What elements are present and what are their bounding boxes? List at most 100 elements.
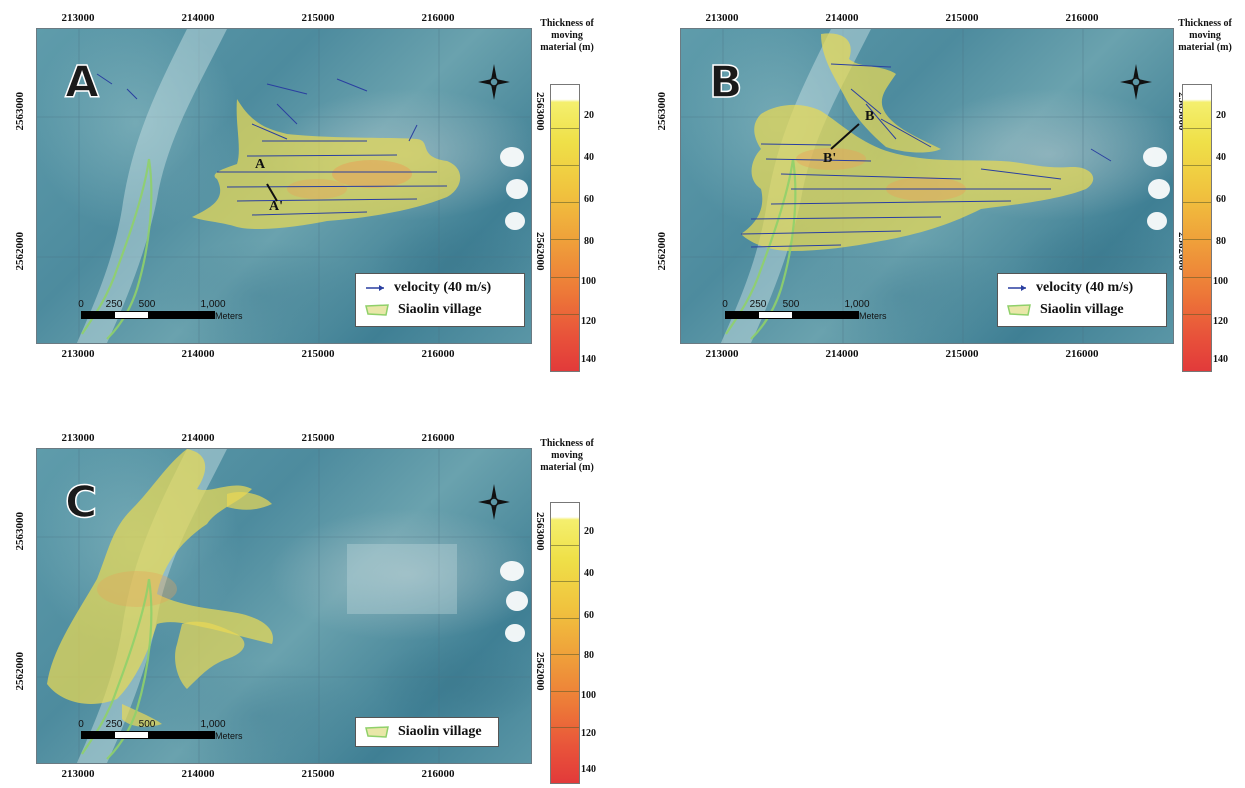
- colorbar-label: 120: [581, 316, 596, 327]
- map-frame: A A A' 0 250 500 1,000 Meters: [36, 28, 532, 344]
- x-tick-top: 214000: [181, 432, 215, 444]
- colorbar-title: Thickness of moving material (m): [540, 438, 594, 473]
- scale-label: 500: [782, 299, 800, 310]
- y-tick-right: 2562000: [534, 232, 546, 271]
- clouds: [500, 147, 528, 230]
- scale-label: 0: [78, 299, 84, 310]
- y-tick-right: 2562000: [534, 652, 546, 691]
- scale-label: 500: [138, 299, 156, 310]
- x-tick-top: 216000: [1065, 12, 1099, 24]
- colorbar-label: 140: [1213, 354, 1228, 365]
- scale-label: 0: [722, 299, 728, 310]
- colorbar-label: 80: [584, 650, 594, 661]
- colorbar-label: 100: [581, 276, 596, 287]
- colorbar-label: 140: [581, 354, 596, 365]
- legend-velocity-label: velocity (40 m/s): [1036, 280, 1134, 295]
- colorbar-label: 100: [1213, 276, 1228, 287]
- scale-bar: 0 250 500 1,000 Meters: [78, 299, 243, 321]
- x-tick-bottom: 215000: [301, 768, 335, 780]
- x-tick-bottom: 214000: [181, 768, 215, 780]
- panel-letter: A: [64, 57, 100, 108]
- north-arrow-icon: [1120, 64, 1152, 100]
- x-tick-bottom: 215000: [945, 348, 979, 360]
- village-swatch-icon: [1007, 304, 1031, 316]
- debris-core: [97, 571, 177, 607]
- colorbar-label: 60: [1216, 194, 1226, 205]
- map-overlay: [37, 29, 531, 343]
- map-legend: velocity (40 m/s) Siaolin village: [997, 273, 1167, 327]
- colorbar-label: 120: [1213, 316, 1228, 327]
- bright-patch: [347, 544, 457, 614]
- x-tick-top: 214000: [825, 12, 859, 24]
- x-tick-bottom: 214000: [825, 348, 859, 360]
- x-tick-top: 216000: [421, 432, 455, 444]
- clouds: [500, 561, 528, 642]
- scale-label: 1,000: [200, 719, 226, 730]
- x-tick-top: 215000: [301, 432, 335, 444]
- scale-label: 250: [105, 719, 123, 730]
- debris-core: [796, 148, 866, 170]
- y-tick-right: 2563000: [534, 92, 546, 131]
- colorbar-label: 80: [1216, 236, 1226, 247]
- colorbar-label: 120: [581, 728, 596, 739]
- scale-label: 250: [749, 299, 767, 310]
- x-tick-top: 215000: [945, 12, 979, 24]
- colorbar-label: 140: [581, 764, 596, 775]
- scale-units: Meters: [859, 311, 887, 321]
- y-tick-left: 2562000: [656, 232, 668, 271]
- section-end-label: A': [269, 199, 283, 214]
- scale-units: Meters: [215, 311, 243, 321]
- village-swatch-icon: [365, 304, 389, 316]
- scale-label: 250: [105, 299, 123, 310]
- x-tick-bottom: 215000: [301, 348, 335, 360]
- section-start-label: A: [255, 157, 266, 172]
- x-tick-bottom: 213000: [61, 768, 95, 780]
- colorbar-label: 20: [1216, 110, 1226, 121]
- debris-deposit: [227, 492, 272, 510]
- map-legend: Siaolin village: [355, 717, 499, 747]
- colorbar-label: 20: [584, 110, 594, 121]
- map-frame: B B B' 0 250 500 1,000 Meters: [680, 28, 1174, 344]
- y-tick-left: 2562000: [14, 232, 26, 271]
- scale-bar: 0 250 500 1,000 Meters: [78, 719, 243, 741]
- section-start-label: B: [865, 109, 875, 124]
- debris-core: [287, 179, 347, 199]
- x-tick-top: 216000: [421, 12, 455, 24]
- north-arrow-icon: [478, 484, 510, 520]
- debris-core: [332, 160, 412, 188]
- section-line: [266, 183, 278, 202]
- x-tick-bottom: 213000: [61, 348, 95, 360]
- colorbar-label: 100: [581, 690, 596, 701]
- colorbar-label: 60: [584, 610, 594, 621]
- colorbar-label: 80: [584, 236, 594, 247]
- velocity-arrow-icon: [1008, 285, 1026, 291]
- thickness-colorbar: [550, 84, 580, 372]
- colorbar-label: 40: [584, 568, 594, 579]
- y-tick-left: 2563000: [14, 512, 26, 551]
- legend-village-label: Siaolin village: [398, 302, 482, 317]
- map-frame: C 0 250 500 1,000 Meters Siaolin v: [36, 448, 532, 764]
- y-tick-left: 2563000: [14, 92, 26, 131]
- section-end-label: B': [823, 151, 837, 166]
- colorbar-label: 40: [1216, 152, 1226, 163]
- debris-deposit: [175, 621, 245, 689]
- y-tick-left: 2562000: [14, 652, 26, 691]
- velocity-arrow-icon: [366, 285, 384, 291]
- x-tick-top: 213000: [705, 12, 739, 24]
- colorbar-label: 20: [584, 526, 594, 537]
- x-tick-bottom: 216000: [1065, 348, 1099, 360]
- colorbar-title: Thickness of moving material (m): [540, 18, 594, 53]
- debris-deposit: [192, 99, 461, 229]
- x-tick-top: 215000: [301, 12, 335, 24]
- debris-deposit: [47, 449, 273, 704]
- scale-units: Meters: [215, 731, 243, 741]
- map-legend: velocity (40 m/s) Siaolin village: [355, 273, 525, 327]
- map-overlay: [37, 449, 531, 763]
- legend-village-label: Siaolin village: [1040, 302, 1124, 317]
- debris-deposit: [821, 33, 941, 153]
- map-overlay: [681, 29, 1173, 343]
- scale-label: 1,000: [200, 299, 226, 310]
- y-tick-right: 2563000: [534, 512, 546, 551]
- scale-label: 500: [138, 719, 156, 730]
- section-line: [830, 123, 860, 150]
